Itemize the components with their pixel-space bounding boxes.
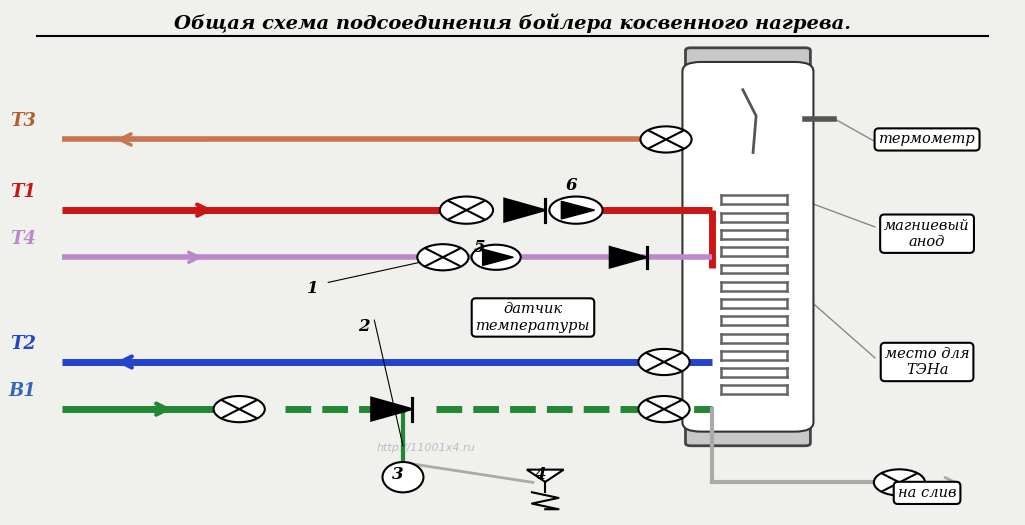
- Polygon shape: [483, 249, 514, 266]
- Ellipse shape: [382, 462, 423, 492]
- Text: Общая схема подсоединения бойлера косвенного нагрева.: Общая схема подсоединения бойлера косвен…: [174, 14, 851, 33]
- Text: 3: 3: [392, 466, 404, 483]
- Polygon shape: [527, 470, 564, 482]
- FancyBboxPatch shape: [683, 62, 814, 432]
- Text: 1: 1: [308, 280, 319, 297]
- Text: магниевый
анод: магниевый анод: [885, 218, 970, 249]
- Text: 4: 4: [535, 466, 547, 483]
- Polygon shape: [504, 198, 545, 222]
- Circle shape: [549, 196, 603, 224]
- Text: http://11001x4.ru: http://11001x4.ru: [376, 444, 475, 454]
- Text: 2: 2: [359, 318, 370, 335]
- Text: 5: 5: [474, 239, 486, 256]
- Circle shape: [472, 245, 521, 270]
- Circle shape: [213, 396, 264, 422]
- Polygon shape: [371, 397, 412, 421]
- Text: T3: T3: [10, 112, 37, 130]
- FancyBboxPatch shape: [686, 48, 811, 446]
- Text: T2: T2: [10, 335, 37, 353]
- Text: T1: T1: [10, 183, 37, 201]
- Text: 6: 6: [566, 176, 578, 194]
- Polygon shape: [562, 201, 594, 219]
- Text: T4: T4: [10, 230, 37, 248]
- Text: термометр: термометр: [878, 132, 976, 146]
- Circle shape: [440, 196, 493, 224]
- Circle shape: [874, 469, 925, 496]
- Text: место для
ТЭНа: место для ТЭНа: [885, 347, 970, 377]
- Text: на слив: на слив: [898, 486, 956, 500]
- Polygon shape: [610, 247, 647, 268]
- Circle shape: [639, 349, 690, 375]
- Circle shape: [639, 396, 690, 422]
- Text: B1: B1: [9, 382, 37, 400]
- Circle shape: [641, 127, 692, 153]
- Text: датчик
температуры: датчик температуры: [476, 302, 590, 332]
- Circle shape: [417, 244, 468, 270]
